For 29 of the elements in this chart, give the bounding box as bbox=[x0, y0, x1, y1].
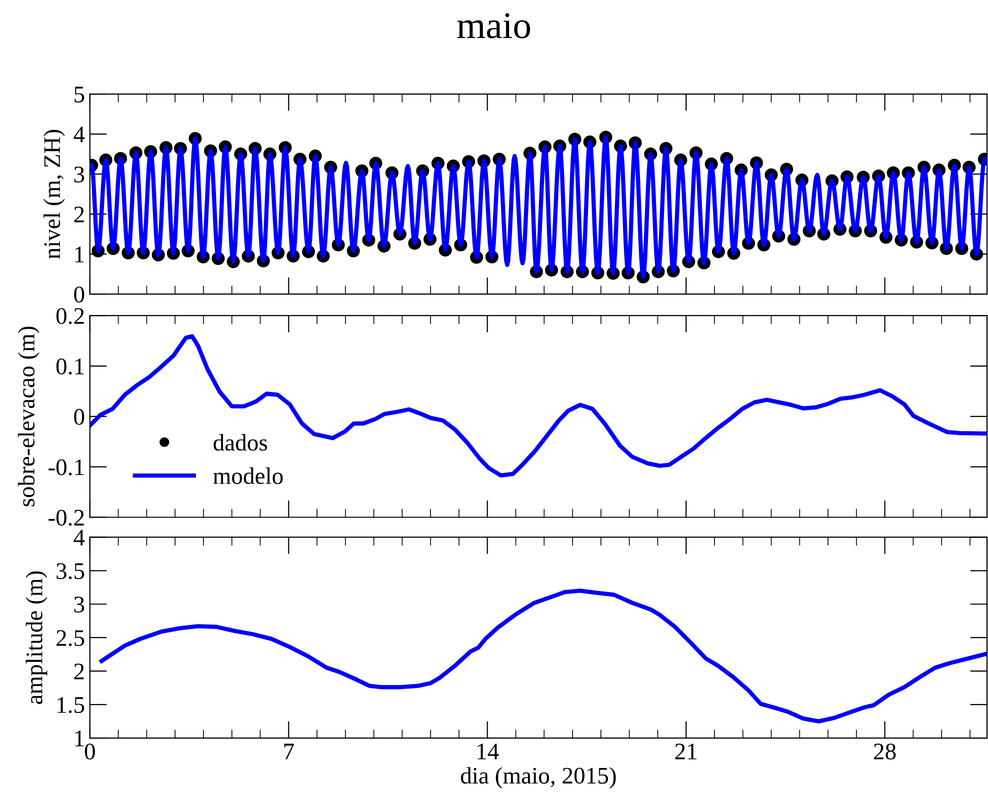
y-tick-label: 3.5 bbox=[56, 563, 84, 580]
y-tick-label: 3 bbox=[74, 596, 84, 613]
y-tick-label: 0 bbox=[74, 286, 84, 303]
y-tick-label: 0.1 bbox=[56, 358, 84, 375]
legend-label: dados bbox=[214, 434, 268, 451]
y-tick-label: 1 bbox=[75, 246, 84, 262]
x-tick-label: 21 bbox=[675, 744, 696, 760]
x-axis-title: dia (maio, 2015) bbox=[460, 767, 616, 788]
x-tick-label: 14 bbox=[478, 744, 499, 760]
y-tick-label: 5 bbox=[74, 86, 84, 102]
x-tick-label: 7 bbox=[284, 744, 294, 760]
y-tick-label: 0 bbox=[74, 408, 84, 425]
y-tick-label: 1 bbox=[75, 730, 84, 746]
y-axis-title: amplitude (m) bbox=[26, 571, 48, 704]
y-tick-label: 3 bbox=[74, 166, 84, 182]
y-tick-label: 2.5 bbox=[56, 630, 84, 646]
chart-title: maio bbox=[457, 13, 530, 38]
x-tick-label: 28 bbox=[874, 744, 896, 760]
y-tick-label: 0.2 bbox=[56, 308, 84, 324]
y-tick-label: 2 bbox=[74, 206, 84, 222]
y-axis-title: nivel (m, ZH) bbox=[43, 130, 65, 259]
y-tick-label: -0.1 bbox=[48, 459, 84, 476]
y-tick-label: 4 bbox=[74, 126, 85, 142]
y-tick-label: 1.5 bbox=[58, 697, 84, 714]
y-axis-title: sobre-elevacao (m) bbox=[18, 326, 40, 506]
y-tick-label: -0.2 bbox=[48, 510, 84, 526]
y-tick-label: 4 bbox=[74, 530, 85, 546]
y-tick-label: 2 bbox=[74, 664, 84, 680]
legend-label: modelo bbox=[213, 467, 283, 484]
